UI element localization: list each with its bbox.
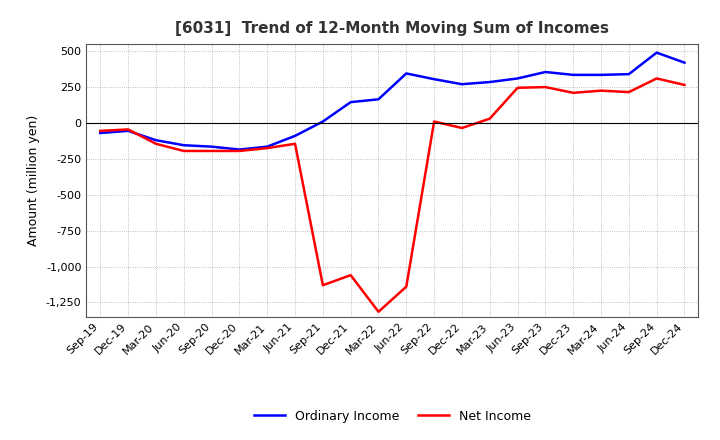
Net Income — [569, 90, 577, 95]
Net Income — [374, 309, 383, 315]
Net Income — [402, 284, 410, 289]
Ordinary Income — [597, 72, 606, 77]
Net Income — [458, 125, 467, 131]
Title: [6031]  Trend of 12-Month Moving Sum of Incomes: [6031] Trend of 12-Month Moving Sum of I… — [176, 21, 609, 36]
Net Income — [318, 282, 327, 288]
Net Income — [346, 272, 355, 278]
Net Income — [179, 148, 188, 154]
Ordinary Income — [680, 60, 689, 65]
Ordinary Income — [346, 99, 355, 105]
Ordinary Income — [152, 138, 161, 143]
Net Income — [624, 89, 633, 95]
Ordinary Income — [513, 76, 522, 81]
Net Income — [652, 76, 661, 81]
Ordinary Income — [458, 81, 467, 87]
Ordinary Income — [430, 77, 438, 82]
Ordinary Income — [291, 133, 300, 139]
Net Income — [680, 82, 689, 88]
Ordinary Income — [235, 147, 243, 152]
Net Income — [124, 127, 132, 132]
Ordinary Income — [624, 72, 633, 77]
Net Income — [96, 128, 104, 133]
Ordinary Income — [485, 79, 494, 84]
Y-axis label: Amount (million yen): Amount (million yen) — [27, 115, 40, 246]
Net Income — [597, 88, 606, 93]
Ordinary Income — [263, 144, 271, 149]
Ordinary Income — [374, 97, 383, 102]
Net Income — [513, 85, 522, 91]
Net Income — [263, 146, 271, 151]
Legend: Ordinary Income, Net Income: Ordinary Income, Net Income — [248, 405, 536, 428]
Net Income — [541, 84, 550, 90]
Ordinary Income — [541, 70, 550, 75]
Net Income — [207, 148, 216, 154]
Net Income — [485, 116, 494, 121]
Net Income — [235, 148, 243, 154]
Ordinary Income — [179, 143, 188, 148]
Ordinary Income — [318, 119, 327, 124]
Line: Ordinary Income: Ordinary Income — [100, 53, 685, 150]
Ordinary Income — [402, 71, 410, 76]
Net Income — [291, 141, 300, 147]
Net Income — [430, 119, 438, 124]
Line: Net Income: Net Income — [100, 78, 685, 312]
Ordinary Income — [207, 144, 216, 149]
Ordinary Income — [652, 50, 661, 55]
Ordinary Income — [96, 130, 104, 136]
Ordinary Income — [124, 128, 132, 133]
Net Income — [152, 141, 161, 147]
Ordinary Income — [569, 72, 577, 77]
